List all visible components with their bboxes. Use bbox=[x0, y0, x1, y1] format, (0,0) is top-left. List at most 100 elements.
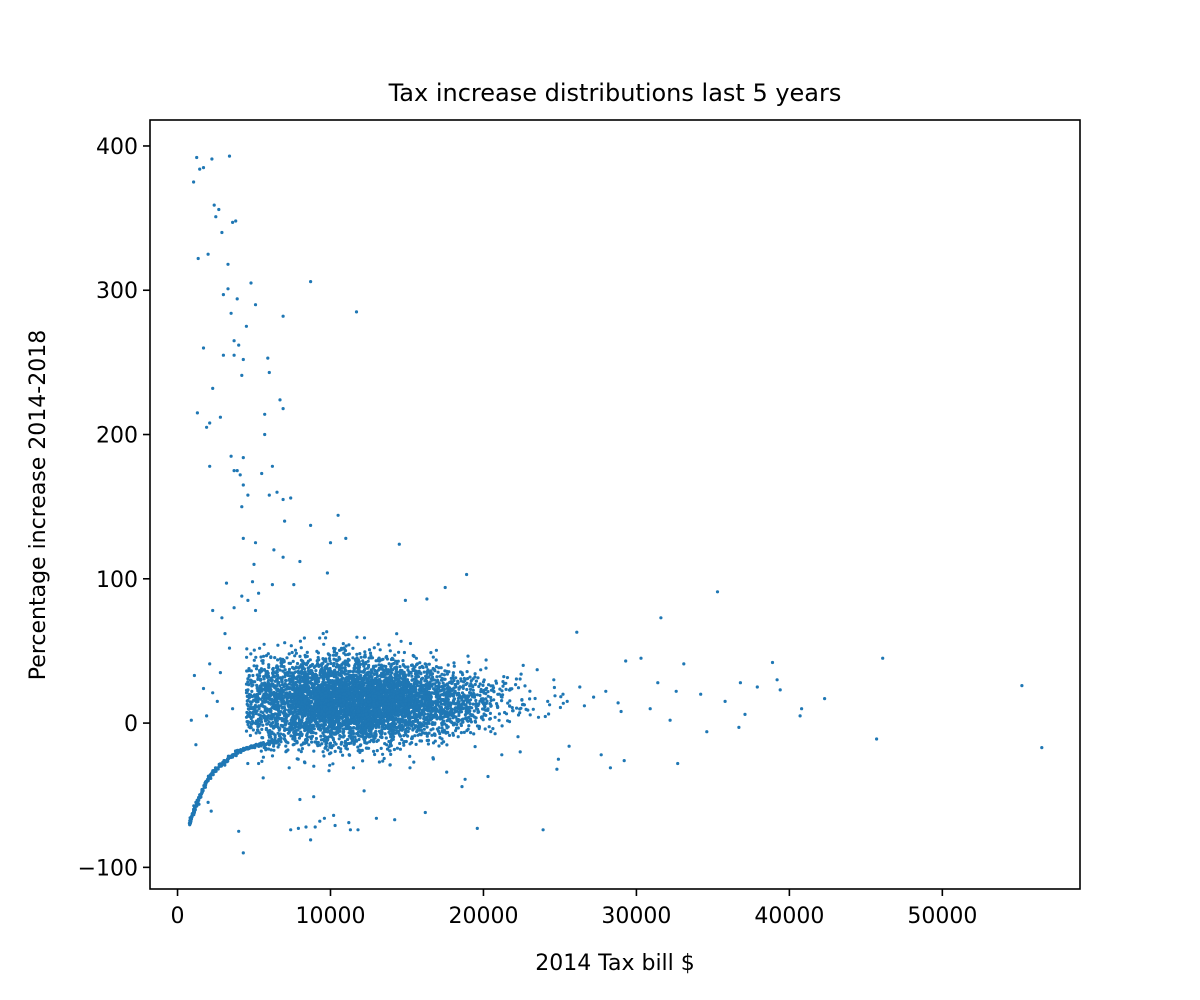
scatter-point bbox=[312, 724, 316, 728]
scatter-point bbox=[254, 719, 258, 723]
scatter-point bbox=[484, 687, 488, 692]
scatter-point bbox=[454, 676, 458, 680]
scatter-point bbox=[329, 661, 333, 666]
scatter-point bbox=[340, 671, 344, 675]
scatter-point bbox=[281, 669, 285, 673]
scatter-point bbox=[365, 733, 370, 737]
scatter-point bbox=[246, 761, 250, 766]
scatter-point bbox=[301, 660, 305, 664]
scatter-point bbox=[408, 641, 413, 646]
scatter-point bbox=[459, 723, 463, 728]
scatter-point bbox=[321, 731, 325, 735]
scatter-point bbox=[481, 718, 485, 722]
scatter-point bbox=[489, 730, 493, 734]
scatter-point bbox=[497, 712, 501, 716]
scatter-point bbox=[316, 655, 320, 660]
scatter-point bbox=[488, 711, 492, 716]
scatter-point bbox=[310, 662, 315, 667]
scatter-point bbox=[469, 691, 473, 695]
scatter-point bbox=[355, 727, 359, 731]
scatter-point bbox=[267, 747, 271, 751]
scatter-point bbox=[408, 742, 412, 746]
scatter-point bbox=[343, 666, 347, 670]
scatter-point bbox=[244, 729, 249, 733]
scatter-point bbox=[410, 674, 414, 678]
scatter-point bbox=[494, 681, 499, 685]
scatter-point bbox=[471, 688, 475, 692]
scatter-point bbox=[269, 655, 273, 660]
scatter-point bbox=[257, 719, 261, 723]
scatter-point bbox=[360, 699, 364, 704]
scatter-point bbox=[450, 681, 454, 686]
scatter-point bbox=[328, 690, 332, 694]
scatter-point bbox=[443, 677, 447, 681]
scatter-point bbox=[259, 655, 263, 659]
scatter-point bbox=[345, 716, 350, 720]
scatter-point bbox=[355, 635, 359, 639]
scatter-point bbox=[438, 708, 442, 712]
scatter-point bbox=[321, 661, 325, 666]
scatter-point bbox=[477, 710, 481, 714]
scatter-point bbox=[321, 724, 325, 728]
scatter-point bbox=[423, 697, 427, 701]
scatter-point bbox=[376, 719, 380, 724]
scatter-point bbox=[271, 667, 275, 671]
scatter-point bbox=[446, 704, 450, 708]
scatter-point bbox=[246, 677, 250, 681]
chart-title: Tax increase distributions last 5 years bbox=[388, 79, 842, 107]
scatter-point bbox=[286, 741, 290, 745]
scatter-point bbox=[361, 659, 365, 663]
scatter-point bbox=[377, 729, 381, 733]
scatter-point bbox=[473, 675, 477, 679]
scatter-point bbox=[474, 698, 478, 703]
scatter-point bbox=[454, 726, 459, 730]
scatter-point bbox=[448, 701, 452, 705]
scatter-point bbox=[296, 675, 300, 679]
scatter-point bbox=[273, 735, 277, 740]
scatter-point bbox=[293, 736, 297, 740]
scatter-point bbox=[400, 738, 404, 742]
scatter-point bbox=[283, 641, 287, 645]
scatter-point bbox=[411, 728, 415, 732]
scatter-point bbox=[505, 676, 510, 680]
scatter-point bbox=[254, 731, 258, 735]
scatter-point bbox=[440, 723, 444, 727]
scatter-point bbox=[353, 666, 357, 670]
scatter-point bbox=[341, 753, 345, 757]
scatter-point bbox=[276, 643, 280, 647]
scatter-point bbox=[277, 680, 281, 685]
scatter-point bbox=[519, 706, 523, 710]
scatter-point bbox=[258, 716, 262, 720]
scatter-point bbox=[302, 694, 306, 698]
scatter-point bbox=[364, 709, 368, 713]
scatter-point bbox=[289, 734, 293, 738]
scatter-point bbox=[341, 642, 345, 646]
scatter-point bbox=[326, 652, 330, 656]
scatter-point bbox=[436, 729, 441, 733]
scatter-point bbox=[435, 675, 439, 679]
scatter-point bbox=[356, 749, 360, 753]
scatter-point bbox=[372, 749, 376, 754]
scatter-point bbox=[298, 726, 302, 730]
scatter-point bbox=[399, 639, 403, 643]
scatter-point bbox=[266, 674, 271, 678]
scatter-point bbox=[303, 670, 307, 674]
scatter-point bbox=[350, 714, 354, 719]
scatter-point bbox=[247, 695, 251, 699]
scatter-point bbox=[324, 744, 328, 748]
scatter-point bbox=[381, 712, 385, 716]
scatter-point bbox=[263, 706, 267, 710]
scatter-point bbox=[422, 727, 426, 731]
scatter-point bbox=[469, 679, 473, 683]
scatter-point bbox=[462, 730, 466, 735]
scatter-point bbox=[260, 659, 264, 663]
scatter-point bbox=[350, 693, 354, 697]
scatter-point bbox=[523, 684, 527, 688]
scatter-point bbox=[277, 726, 282, 730]
scatter-point bbox=[266, 700, 270, 704]
scatter-point bbox=[261, 755, 265, 759]
scatter-point bbox=[459, 731, 463, 735]
scatter-point bbox=[270, 706, 274, 710]
scatter-point bbox=[425, 703, 429, 707]
